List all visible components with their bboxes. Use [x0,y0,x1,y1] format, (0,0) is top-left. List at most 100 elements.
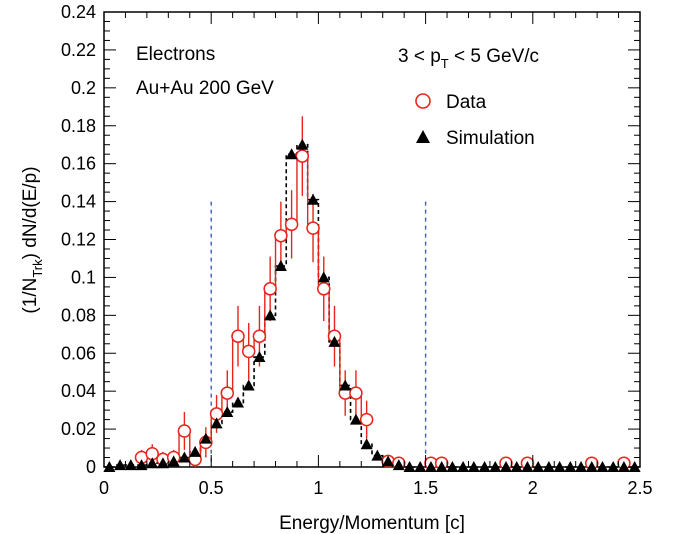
x-axis: 0 0.5 1 1.5 2 2.5 [99,12,653,498]
simulation-point [146,457,159,469]
x-tick-label: 1 [313,478,323,498]
simulation-point [403,461,416,472]
simulation-point [585,461,598,472]
x-tick-label: 2.5 [627,478,652,498]
y-tick-label: 0.18 [61,116,96,136]
x-tick-label: 2 [528,478,538,498]
simulation-point [478,461,491,472]
x-tick-label: 0 [99,478,109,498]
simulation-point [307,193,320,205]
pt-cut-sub: T [441,56,449,71]
simulation-point [221,406,234,418]
simulation-point [167,455,180,467]
legend-data-label: Data [446,92,487,113]
simulation-point [435,461,448,472]
simulation-point [328,335,341,347]
simulation-point [521,461,534,472]
simulation-point [564,461,577,472]
y-tick-label: 0.14 [61,192,96,212]
simulation-point [457,461,470,472]
y-axis-title-prefix: (1/N [20,278,41,314]
data-point [349,386,363,400]
y-tick-label: 0.04 [61,381,96,401]
annotations: Electrons Au+Au 200 GeV 3 < pT < 5 GeV/c [136,44,539,99]
data-point [306,221,320,235]
simulation-point [124,459,137,471]
simulation-point [446,461,459,472]
simulation-point [242,379,255,391]
simulation-point [360,438,373,450]
simulation-point [510,461,523,472]
simulation-point [189,445,202,457]
data-point [231,329,245,343]
y-tick-label: 0.08 [61,305,96,325]
x-tick-label: 0.5 [199,478,224,498]
simulation-point [382,455,395,467]
simulation-point [467,461,480,472]
data-point [359,412,374,427]
annotation-particle: Electrons [136,44,215,65]
y-tick-label: 0.1 [71,267,96,287]
x-axis-title: Energy/Momentum [c] [279,513,465,534]
y-tick-label: 0 [86,457,96,477]
simulation-point [371,449,384,461]
y-tick-label: 0.2 [71,78,96,98]
annotation-pt-cut: 3 < pT < 5 GeV/c [398,46,539,71]
simulation-point [274,260,287,272]
x-tick-label: 1.5 [413,478,438,498]
y-tick-label: 0.22 [61,40,96,60]
simulation-point [264,309,277,321]
simulation-point [285,148,298,160]
simulation-point [339,379,352,391]
y-tick-label: 0.24 [61,2,96,22]
y-tick-label: 0.12 [61,230,96,250]
simulation-point [178,451,191,463]
y-axis-title: (1/NTrk) dN/d(E/p) [20,166,45,313]
legend: Data Simulation [415,92,535,149]
simulation-point [553,461,566,472]
data-point [241,344,256,359]
pt-cut-prefix: 3 < p [398,46,441,67]
simulation-point [542,461,555,472]
legend-data-marker [415,93,431,109]
simulation-point [135,459,148,471]
simulation-point [349,413,362,425]
simulation-point [424,461,437,472]
simulation-point [156,457,169,469]
data-point [263,282,277,296]
data-point [252,329,267,343]
y-axis-title-suffix: ) dN/d(E/p) [20,166,41,259]
data-point [317,282,331,296]
simulation-point [392,459,405,471]
y-tick-label: 0.06 [61,343,96,363]
data-series [134,116,631,470]
simulation-point [532,461,545,472]
y-axis-title-sub: Trk [30,259,45,278]
data-point [220,386,235,400]
data-point [274,228,288,243]
data-point [295,149,310,163]
y-tick-label: 0.02 [61,419,96,439]
simulation-point [199,432,212,444]
data-step-line [136,155,630,464]
simulation-point [617,461,630,472]
data-point [284,217,299,232]
annotation-system: Au+Au 200 GeV [136,78,274,99]
simulation-point [575,461,588,472]
legend-simulation-label: Simulation [446,128,535,149]
pt-cut-suffix: < 5 GeV/c [449,46,539,67]
simulation-point [489,461,502,472]
y-axis: 0 0.02 0.04 0.06 0.08 0.1 0.12 0.14 0.16 0.18 0.2 0… [61,2,640,477]
data-point [177,424,192,438]
simulation-point [317,271,330,283]
simulation-point [414,461,427,472]
simulation-point [596,461,609,472]
simulation-point [253,351,266,363]
simulation-point [500,461,512,472]
simulation-point [210,417,223,429]
y-tick-label: 0.16 [61,154,96,174]
simulation-point [607,461,620,472]
simulation-point [296,138,309,150]
simulation-point [114,459,127,471]
